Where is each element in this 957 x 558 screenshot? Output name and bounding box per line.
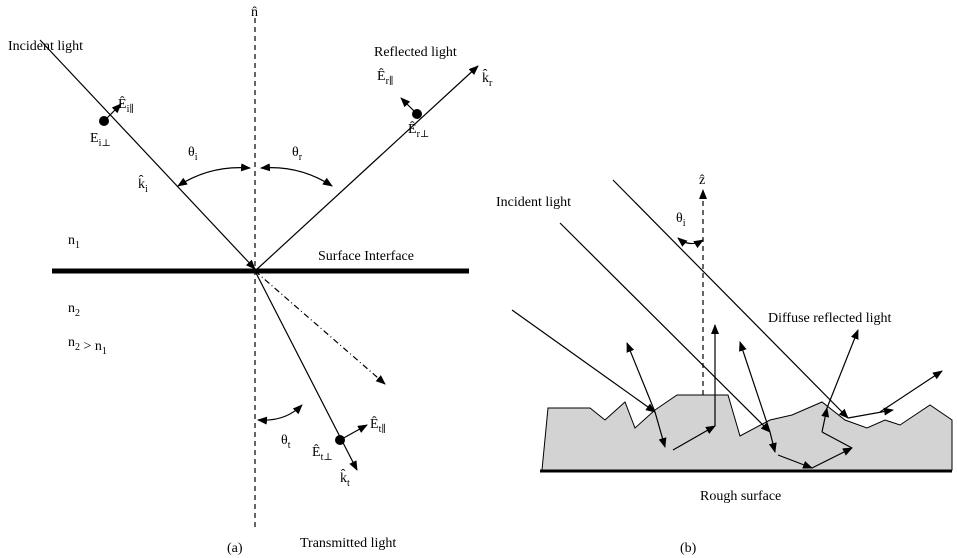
symbol: E — [90, 131, 99, 146]
subscript: 2 — [75, 308, 80, 319]
angle-arc — [261, 168, 332, 186]
math-label: n̂ — [251, 5, 258, 20]
math-label: Êr∥ — [377, 67, 394, 87]
symbol: Ê — [370, 415, 379, 432]
math-label: k̂t — [340, 469, 350, 489]
subscript: i — [145, 184, 148, 195]
math-label: n2 — [68, 301, 80, 319]
incident-ray — [512, 310, 655, 412]
subscript: r — [489, 78, 493, 89]
math-label: Êi∥ — [118, 95, 134, 115]
symbol: Ê — [118, 95, 127, 112]
angle-arc — [678, 238, 703, 244]
math-label: θr — [292, 145, 303, 163]
math-label: θt — [281, 433, 291, 451]
incident-ray — [560, 223, 770, 432]
symbol: n̂ — [251, 5, 258, 20]
reflected-label: Reflected light — [374, 45, 457, 60]
scatter-arrow — [827, 330, 858, 408]
math-label: k̂r — [482, 69, 493, 89]
math-label: θi — [188, 145, 198, 163]
incident-label: Incident light — [8, 39, 83, 54]
subscript: r — [299, 152, 303, 163]
symbol: ẑ — [699, 173, 705, 188]
subscript: i∥ — [127, 103, 134, 115]
angle-arc — [258, 405, 302, 420]
scatter-arrow — [848, 410, 893, 418]
diffuse-label: Diffuse reflected light — [768, 311, 891, 326]
symbol: n — [68, 301, 75, 316]
scatter-arrow — [880, 371, 942, 412]
caption: (b) — [680, 541, 697, 556]
math-label: Êt∥ — [370, 415, 386, 435]
subscript: 1 — [75, 240, 80, 251]
transmitted-label: Transmitted light — [300, 536, 396, 551]
math-label: k̂i — [138, 175, 148, 195]
surface-label: Surface Interface — [318, 249, 414, 264]
subscript: t — [288, 440, 291, 451]
math-label: ẑ — [699, 173, 705, 188]
math-label: n2 > n1 — [68, 335, 107, 357]
symbol: Ê — [408, 120, 417, 137]
diagram: Incident light Reflected light Surface I… — [0, 0, 957, 558]
rough-label: Rough surface — [700, 489, 781, 504]
symbol: k̂ — [340, 469, 347, 486]
undeviated-ray — [255, 271, 385, 384]
symbol: Ê — [377, 67, 386, 84]
subscript: i — [683, 218, 686, 229]
caption: (a) — [227, 541, 243, 556]
subscript: t⊥ — [321, 452, 333, 463]
math-label: Êr⊥ — [408, 120, 429, 140]
symbol: k̂ — [138, 175, 145, 192]
subscript: 1 — [102, 346, 107, 357]
e-par-arrow — [340, 425, 367, 440]
subscript: t — [347, 478, 350, 489]
incident-ray — [613, 180, 848, 418]
symbol: n — [68, 335, 75, 350]
rough-surface — [542, 395, 952, 470]
math-label: n1 — [68, 233, 80, 251]
subscript: r∥ — [386, 75, 394, 87]
symbol: Ê — [312, 443, 321, 460]
subscript: r⊥ — [417, 129, 430, 140]
symbol: n — [68, 233, 75, 248]
subscript: i — [195, 152, 198, 163]
subscript: t∥ — [379, 423, 386, 435]
e-par-arrow — [401, 98, 417, 114]
subscript: i⊥ — [99, 138, 111, 149]
math-label: Ei⊥ — [90, 131, 111, 149]
incident-label: Incident light — [496, 195, 571, 210]
math-label: Êt⊥ — [312, 443, 333, 463]
symbol: > n — [80, 339, 102, 354]
math-label: θi — [676, 211, 686, 229]
scatter-arrow — [740, 342, 770, 432]
symbol: k̂ — [482, 69, 489, 86]
panel-a — [40, 18, 478, 530]
angle-arc — [178, 168, 250, 186]
